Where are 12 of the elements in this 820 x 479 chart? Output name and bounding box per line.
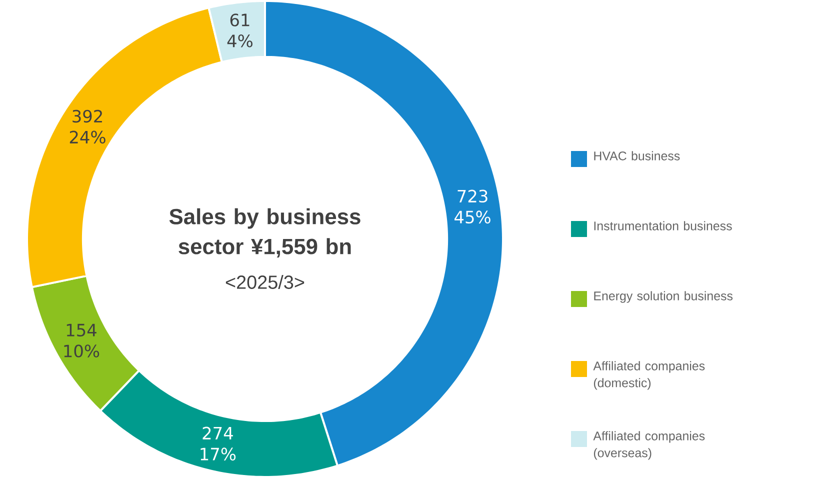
legend-label: Affiliated companies (overseas) [593, 431, 705, 460]
legend-label: HVAC business [594, 151, 680, 160]
legend-label: Instrumentation business [594, 221, 732, 230]
data-label: 274 17% [200, 426, 236, 460]
text: Sales by business sector ¥1,559 bn [169, 208, 360, 258]
legend-label: Energy solution business [594, 291, 733, 303]
data-label: 392 24% [70, 110, 106, 144]
data-label: 154 10% [64, 324, 100, 358]
text: <2025/3> [226, 275, 304, 289]
data-label: 723 45% [454, 190, 490, 224]
legend-label: Affiliated companies (domestic) [593, 361, 705, 390]
data-label: 61 4% [227, 14, 252, 48]
